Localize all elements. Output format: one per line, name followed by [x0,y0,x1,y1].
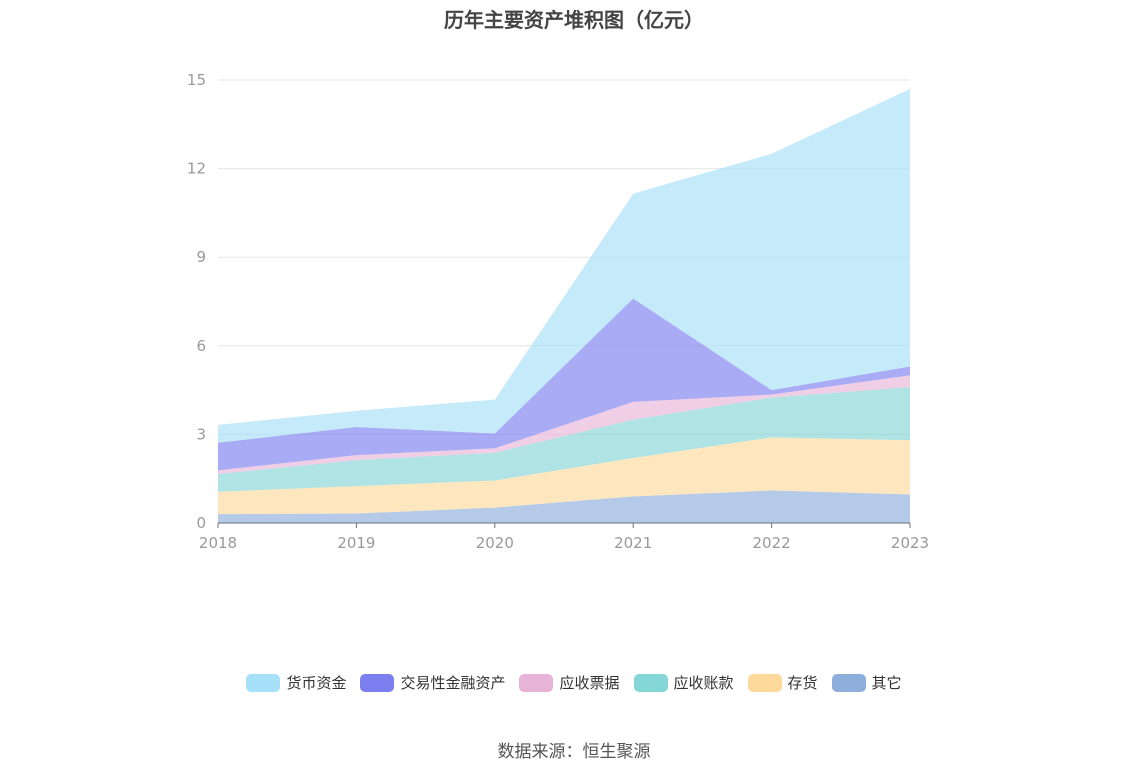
legend-label: 应收票据 [559,674,620,692]
series-area [218,375,910,474]
y-tick-label: 9 [196,248,206,266]
source-note: 数据来源：恒生聚源 [497,742,651,762]
legend-item[interactable]: 存货 [747,672,818,693]
legend-swatch [246,673,281,692]
y-tick-label: 0 [196,514,206,532]
chart-title: 历年主要资产堆积图（亿元） [444,8,704,32]
x-tick-label: 2021 [614,534,652,552]
series-area [218,490,910,523]
x-tick-label: 2019 [337,534,375,552]
legend-swatch [360,673,395,692]
y-tick-label: 12 [187,160,206,178]
axes: 0 3 6 9 12 15 2018 2019 2020 2021 2022 2023 [187,71,929,552]
legend: 货币资金 交易性金融资产 应收票据 应收账款 存货 其它 [0,672,1148,693]
y-tick-label: 6 [196,337,206,355]
legend-label: 存货 [787,674,818,692]
legend-item[interactable]: 其它 [831,672,902,693]
legend-label: 交易性金融资产 [400,674,506,692]
series-area [218,387,910,492]
series-area [218,437,910,515]
legend-label: 货币资金 [286,674,347,692]
series-area [218,298,910,471]
x-tick-label: 2022 [753,534,791,552]
legend-item[interactable]: 应收账款 [633,672,734,693]
y-tick-label: 3 [196,425,206,443]
x-tick-label: 2023 [891,534,929,552]
series-area [218,88,910,443]
x-tick-label: 2018 [199,534,237,552]
legend-item[interactable]: 应收票据 [519,672,620,693]
legend-label: 应收账款 [673,674,734,692]
chart-plot: 0 3 6 9 12 15 2018 2019 2020 2021 2022 2023 [187,71,929,552]
legend-swatch [519,673,554,692]
stacked-areas [218,88,910,523]
legend-swatch [633,673,668,692]
legend-swatch [831,673,866,692]
legend-item[interactable]: 交易性金融资产 [360,672,505,693]
x-tick-label: 2020 [476,534,514,552]
legend-item[interactable]: 货币资金 [246,672,346,693]
legend-label: 其它 [871,674,902,692]
legend-swatch [747,673,782,692]
y-tick-label: 15 [187,71,206,89]
